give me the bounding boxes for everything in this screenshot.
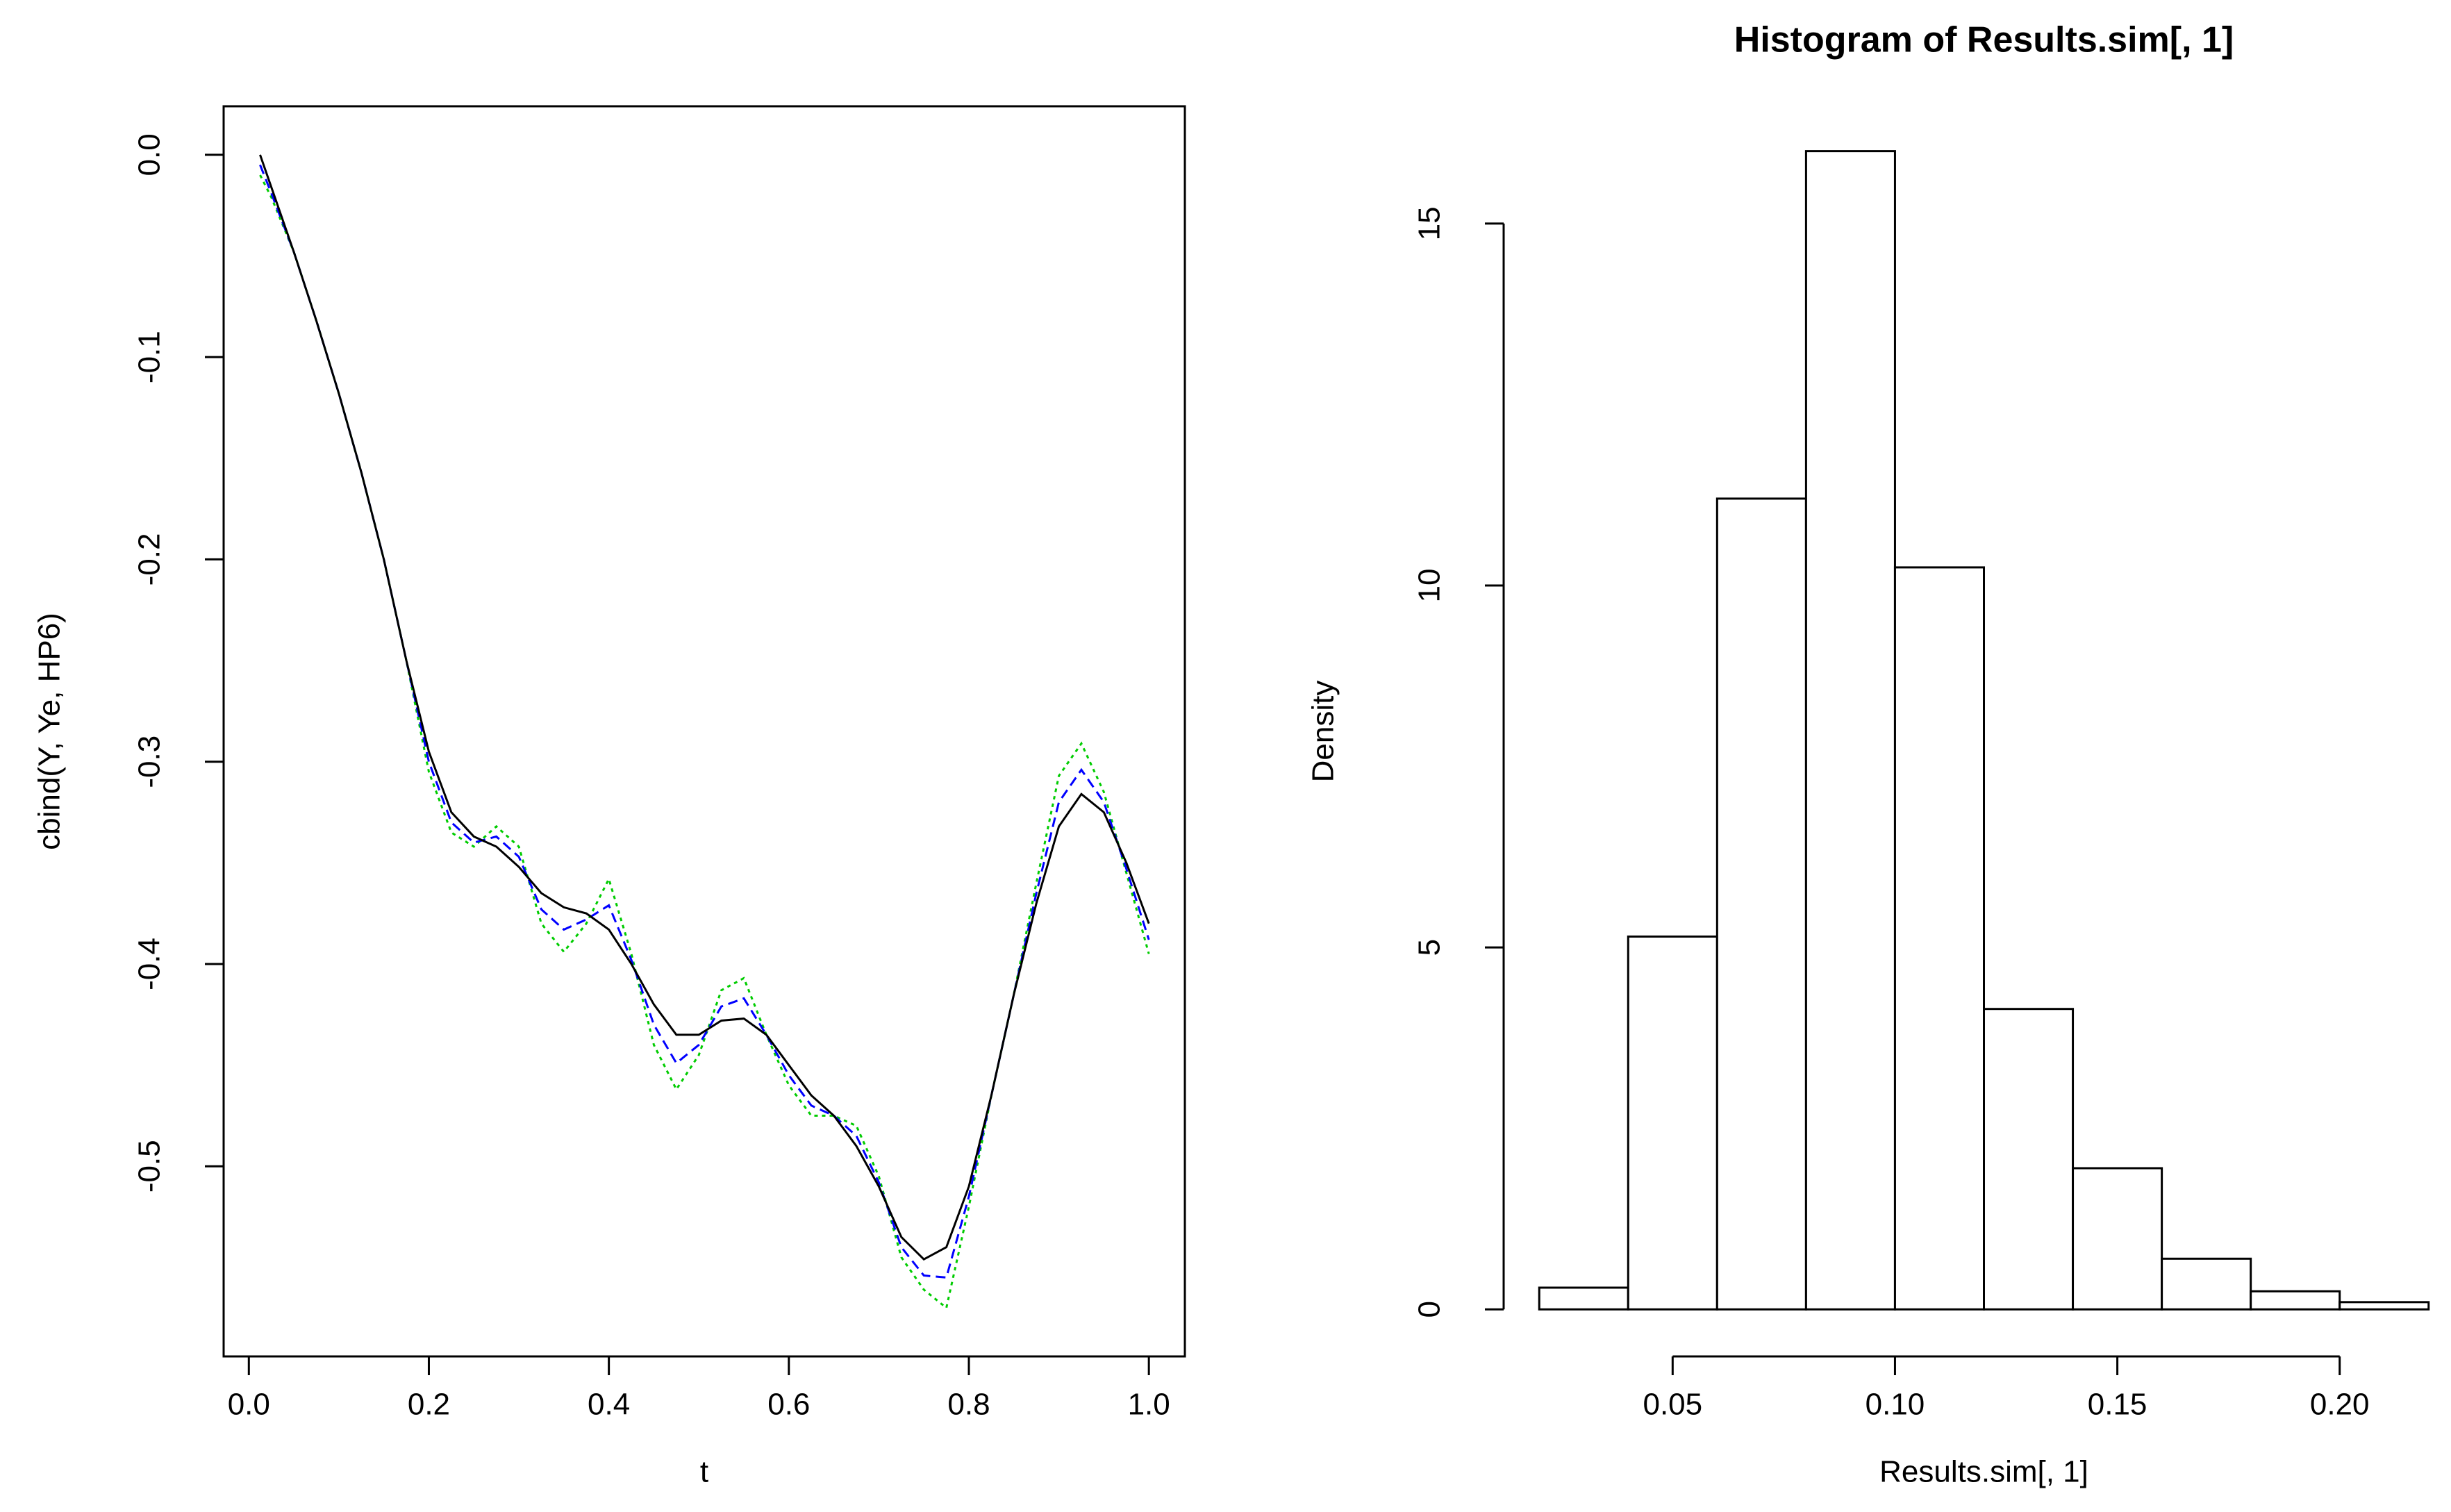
histogram-bar: [1538, 1286, 1629, 1311]
x-tick-label: 0.0: [228, 1388, 270, 1422]
series-line: [259, 174, 1150, 1310]
y-tick-label: 0.0: [133, 133, 167, 176]
histogram-bar: [1983, 1008, 2075, 1311]
y-tick-label: -0.1: [133, 331, 167, 383]
x-tick-label: 1.0: [1128, 1388, 1170, 1422]
histogram-bar: [1893, 566, 1985, 1311]
y-axis-label: Density: [1306, 681, 1340, 783]
x-tick-label: 0.10: [1866, 1388, 1925, 1422]
chart-title: Histogram of Results.sim[, 1]: [1734, 20, 2234, 60]
y-tick-label: 0: [1413, 1301, 1447, 1318]
x-tick-label: 0.4: [588, 1388, 630, 1422]
x-tick-label: 0.6: [767, 1388, 810, 1422]
y-tick-label: 15: [1413, 206, 1447, 240]
y-tick-label: -0.4: [133, 938, 167, 990]
x-tick-label: 0.8: [947, 1388, 990, 1422]
histogram-bar: [1627, 935, 1718, 1311]
y-tick-label: -0.5: [133, 1140, 167, 1193]
x-axis-label: t: [700, 1455, 708, 1489]
series-line: [259, 154, 1150, 1261]
series-line: [259, 164, 1150, 1279]
x-tick-label: 0.05: [1643, 1388, 1702, 1422]
histogram-bar: [1804, 150, 1896, 1311]
histogram-bar: [2072, 1167, 2163, 1311]
histogram-bar: [2338, 1301, 2430, 1311]
y-axis-label: cbind(Y, Ye, HP6): [33, 613, 67, 850]
y-tick-label: 5: [1413, 939, 1447, 956]
histogram-bar: [2161, 1257, 2252, 1311]
histogram-bar: [1715, 497, 1807, 1311]
x-tick-label: 0.20: [2310, 1388, 2370, 1422]
y-tick-label: 10: [1413, 569, 1447, 603]
y-tick-label: -0.2: [133, 533, 167, 586]
x-axis-label: Results.sim[, 1]: [1879, 1455, 2088, 1489]
histogram-bar: [2250, 1290, 2341, 1311]
y-tick-label: -0.3: [133, 736, 167, 788]
x-tick-label: 0.2: [408, 1388, 450, 1422]
plot-box: [222, 105, 1186, 1358]
x-tick-label: 0.15: [2088, 1388, 2147, 1422]
